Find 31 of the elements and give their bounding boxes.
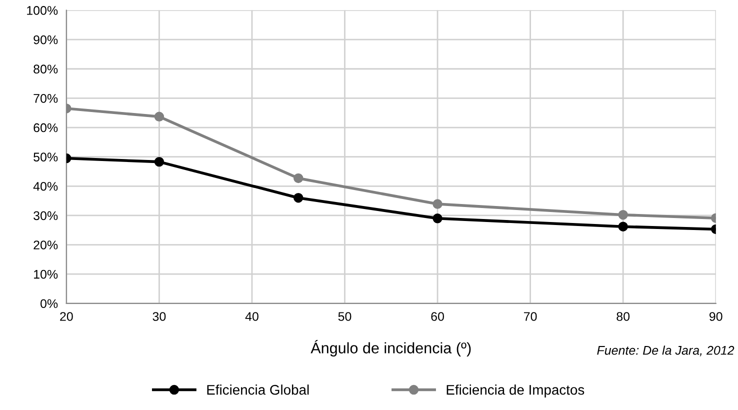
point	[154, 112, 164, 122]
legend-label: Eficiencia Global	[207, 384, 309, 395]
y-tick-label: 90%	[34, 35, 58, 44]
y-tick-label: 20%	[34, 240, 58, 250]
x-tick-label: 80	[616, 312, 630, 321]
legend-label: Eficiencia de Impactos	[446, 384, 584, 398]
y-tick-label: 60%	[34, 123, 58, 132]
y-tick-label: 10%	[34, 270, 58, 279]
y-tick-label: 40%	[33, 182, 58, 191]
x-tick-label: 70	[524, 312, 537, 321]
x-tick-label: 30	[152, 312, 166, 321]
point	[294, 193, 304, 203]
point	[432, 214, 442, 224]
point	[294, 173, 304, 184]
y-tick-label: 30%	[34, 211, 58, 220]
point	[618, 222, 628, 232]
x-axis-title: Ángulo de incidencia (º)	[310, 340, 471, 356]
point	[432, 199, 442, 209]
point	[154, 156, 164, 167]
x-tick-label: 40	[245, 312, 258, 321]
y-tick-label: 0%	[40, 299, 58, 308]
x-tick-label: 20	[60, 312, 73, 321]
y-tick-label: 80%	[34, 64, 58, 74]
y-tick-label: 100%	[27, 6, 58, 15]
x-tick-label: 60	[431, 312, 444, 321]
x-tick-label: 50	[338, 312, 352, 321]
y-tick-label: 50%	[34, 152, 58, 162]
source-note: Fuente: De la Jara, 2012	[597, 346, 734, 356]
point	[618, 210, 628, 220]
y-tick-label: 70%	[34, 94, 58, 103]
x-tick-label: 90	[709, 312, 722, 321]
